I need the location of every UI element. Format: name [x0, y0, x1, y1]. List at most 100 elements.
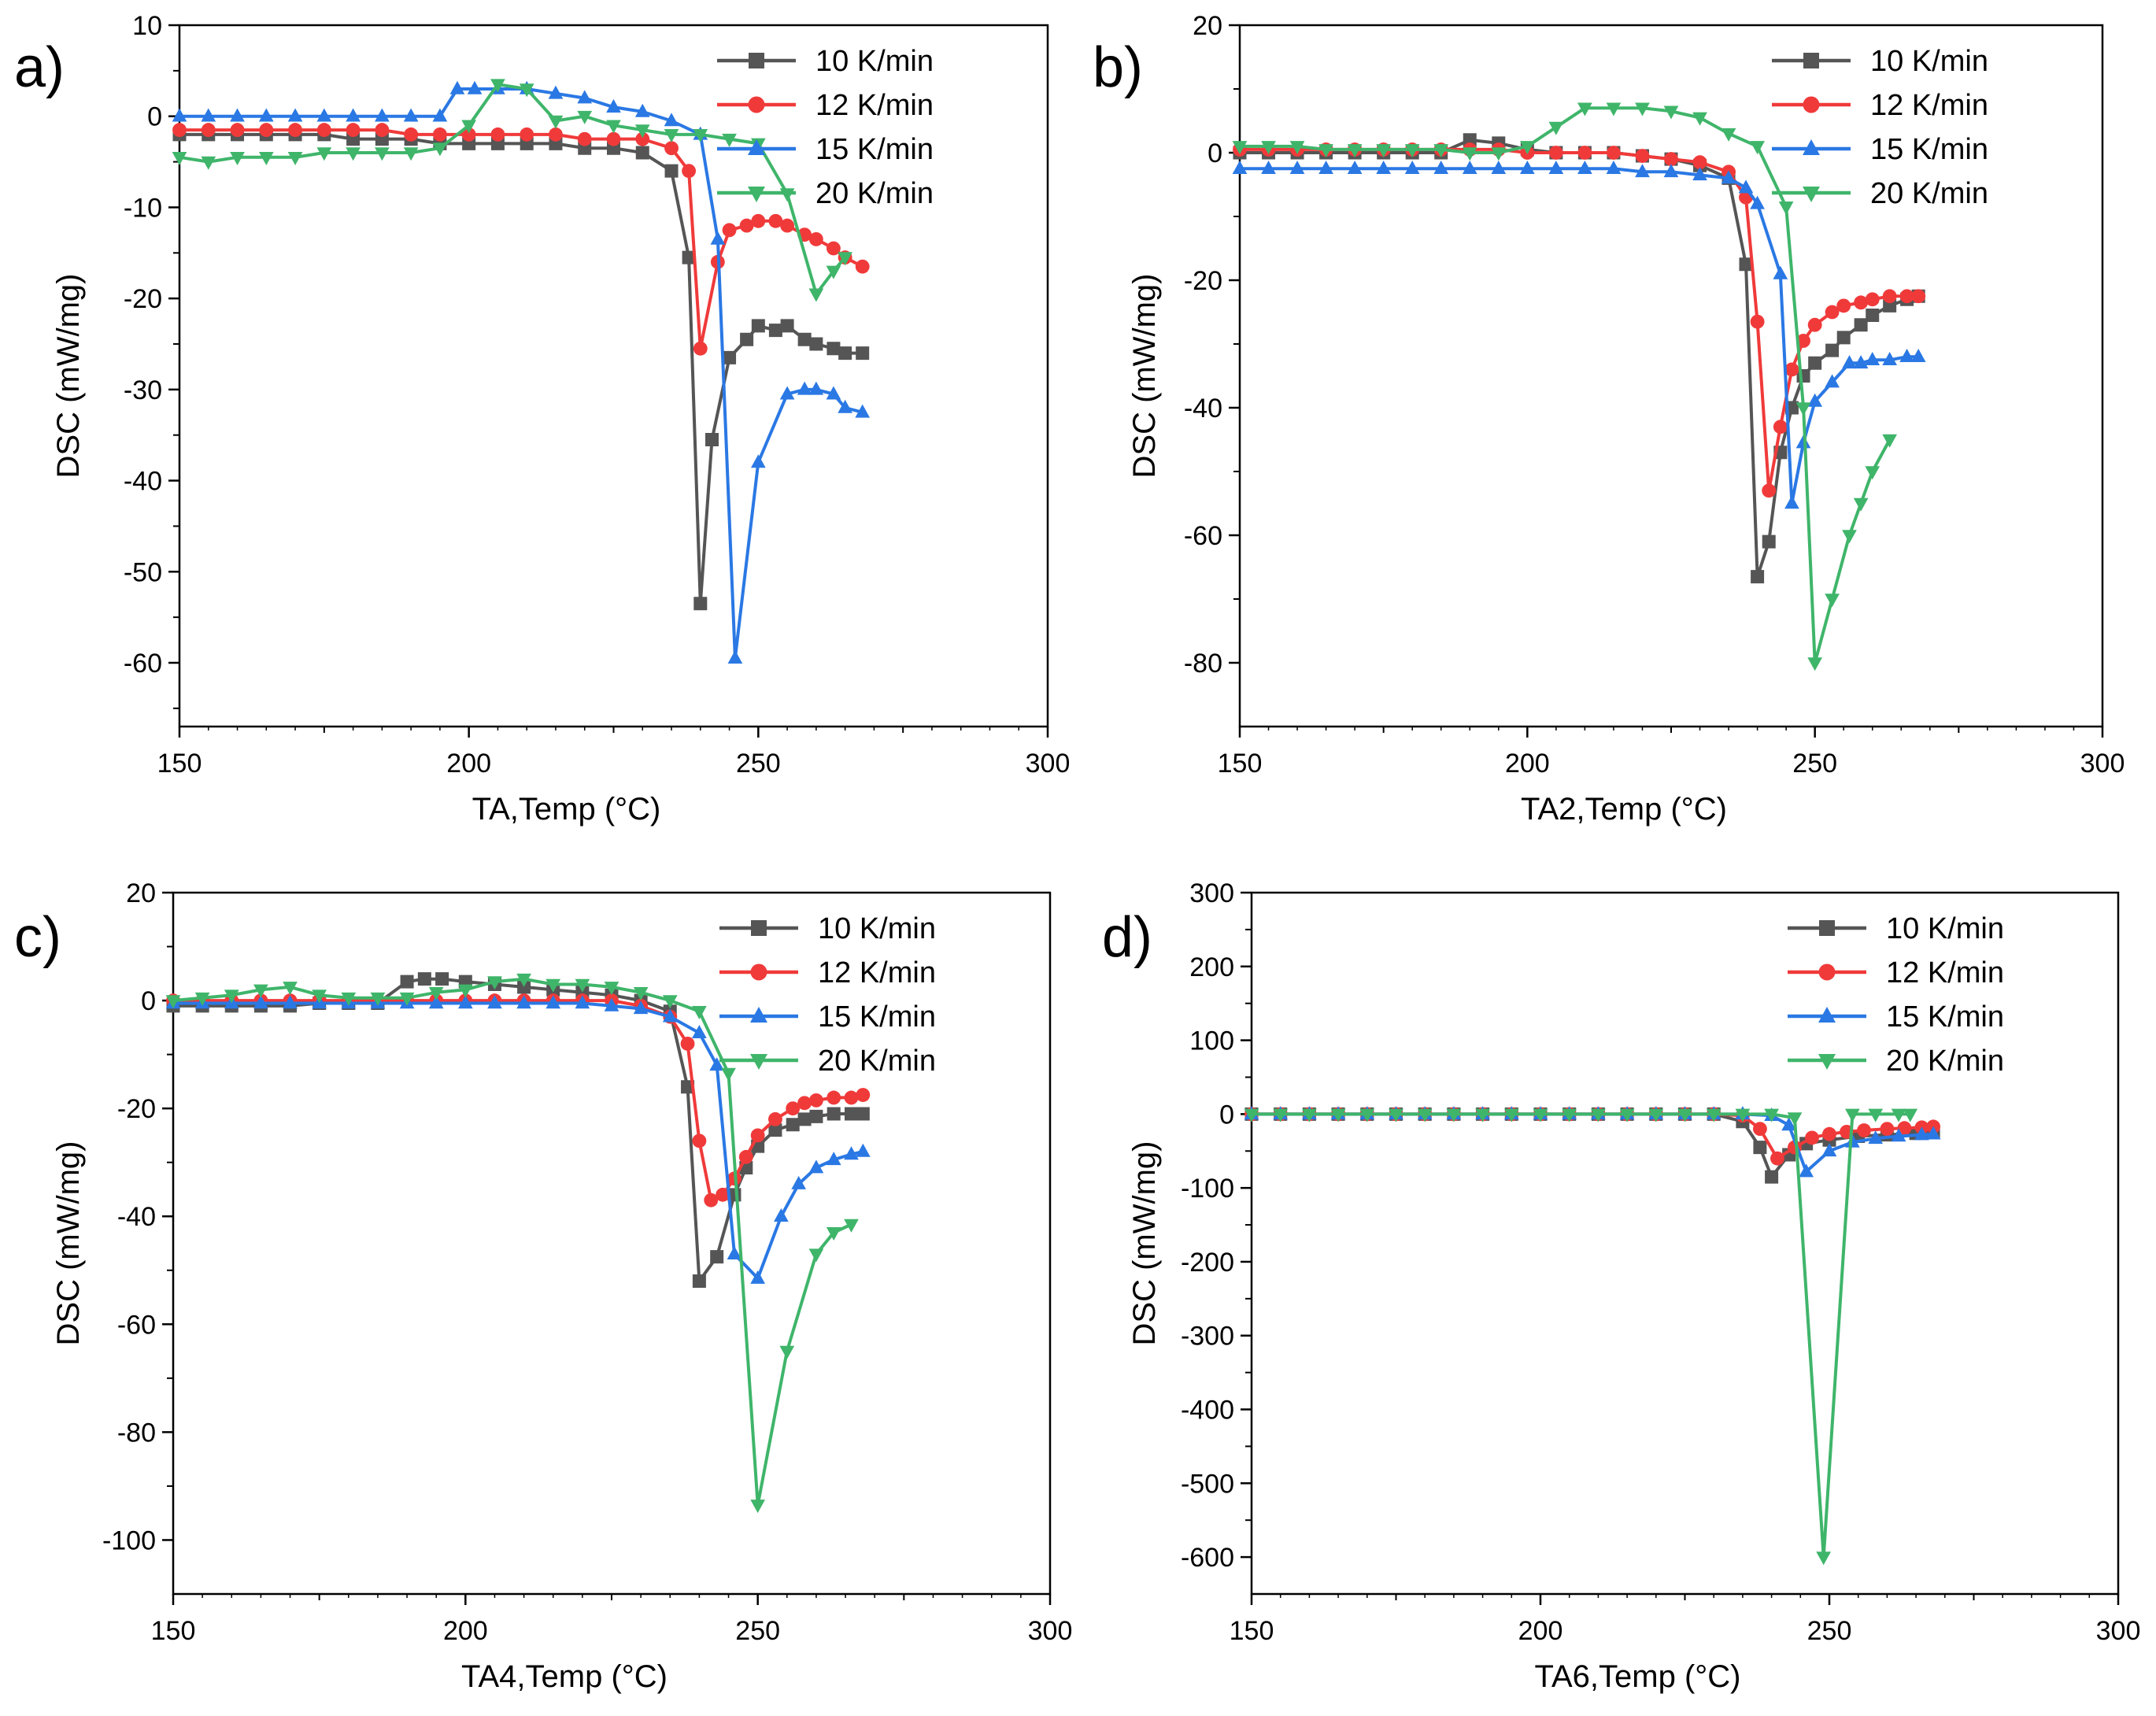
data-point	[428, 995, 444, 1009]
y-tick-label: -50	[124, 557, 162, 587]
data-point	[1347, 144, 1363, 158]
data-point	[808, 288, 824, 302]
data-point	[1866, 309, 1880, 323]
y-tick-label: 20	[126, 878, 156, 908]
y-tick-label: -20	[1184, 266, 1222, 296]
data-point	[844, 1107, 858, 1121]
data-point	[1491, 147, 1507, 161]
data-point	[403, 108, 419, 122]
x-axis-label: TA2,Temp (°C)	[1521, 792, 1727, 827]
x-tick-label: 250	[1792, 749, 1837, 778]
data-point	[1911, 289, 1926, 304]
data-point	[1607, 146, 1621, 160]
y-tick-label: 0	[1219, 1100, 1234, 1130]
data-point	[230, 108, 245, 122]
data-point	[1417, 1108, 1433, 1122]
data-point	[1821, 1143, 1837, 1157]
data-point	[316, 147, 332, 161]
data-point	[312, 989, 327, 1004]
x-tick-label: 150	[151, 1616, 196, 1646]
data-point	[1706, 1108, 1721, 1122]
data-point	[287, 108, 303, 122]
legend-label: 12 K/min	[818, 956, 936, 989]
data-point	[856, 1088, 871, 1102]
data-point	[165, 995, 181, 1009]
data-point	[751, 319, 765, 333]
data-point	[709, 1057, 725, 1071]
x-tick-label: 250	[735, 1616, 780, 1646]
data-point	[457, 995, 473, 1009]
data-point	[1807, 317, 1822, 332]
data-point	[316, 108, 332, 122]
data-point	[750, 1500, 766, 1514]
data-point	[768, 1111, 782, 1126]
data-point	[710, 1250, 724, 1264]
data-point	[1825, 594, 1840, 608]
x-tick-label: 200	[1518, 1616, 1563, 1646]
data-point	[797, 1096, 812, 1111]
y-tick-label: -20	[124, 284, 162, 314]
legend: 10 K/min 12 K/min 15 K/min 20 K/min	[717, 45, 934, 210]
data-point	[1347, 161, 1363, 175]
legend-label: 15 K/min	[1870, 133, 1988, 166]
data-point	[1273, 1108, 1289, 1122]
data-point	[403, 147, 419, 161]
data-point	[172, 108, 187, 122]
data-point	[1533, 1108, 1548, 1122]
data-point	[1868, 1130, 1884, 1145]
data-point	[1805, 1130, 1819, 1145]
data-point	[1577, 102, 1592, 116]
data-point	[1519, 141, 1535, 155]
data-point	[740, 332, 754, 346]
data-point	[827, 1107, 841, 1121]
data-point	[230, 123, 245, 137]
x-tick-label: 200	[443, 1616, 488, 1646]
data-point	[490, 127, 505, 142]
data-point	[1773, 265, 1788, 279]
data-point	[808, 381, 824, 395]
series-line-12kmin	[179, 128, 864, 350]
legend-label: 15 K/min	[1886, 1000, 2004, 1034]
legend-marker	[1803, 53, 1819, 68]
data-point	[449, 80, 465, 94]
data-point	[1765, 1170, 1779, 1184]
data-point	[808, 1248, 824, 1263]
data-point	[548, 115, 564, 129]
y-tick-label: -60	[124, 649, 162, 679]
y-tick-label: -40	[124, 467, 162, 497]
data-point	[1232, 161, 1248, 175]
y-tick-label: -200	[1181, 1248, 1234, 1278]
data-point	[1899, 289, 1914, 304]
data-point	[1463, 133, 1477, 147]
data-point	[346, 108, 361, 122]
data-point	[1816, 1551, 1832, 1566]
data-point	[604, 982, 619, 996]
data-point	[375, 147, 390, 161]
data-point	[201, 123, 216, 137]
data-point	[1897, 1121, 1912, 1136]
data-point	[1853, 497, 1869, 512]
data-point	[1591, 1108, 1606, 1122]
data-point	[1289, 141, 1305, 155]
data-point	[808, 232, 823, 246]
series-group	[165, 972, 871, 1514]
data-point	[1914, 1126, 1929, 1141]
data-point	[693, 341, 708, 356]
y-tick-label: -40	[117, 1202, 156, 1232]
plot-frame	[1250, 891, 2120, 1596]
data-point	[1519, 161, 1535, 175]
data-point	[1635, 102, 1650, 116]
data-point	[1721, 170, 1736, 184]
data-point	[1882, 434, 1898, 448]
legend-label: 12 K/min	[815, 89, 934, 122]
legend-label: 15 K/min	[818, 1000, 936, 1034]
data-point	[1389, 1108, 1403, 1122]
data-point	[548, 85, 564, 99]
legend: 10 K/min 12 K/min 15 K/min 20 K/min	[1772, 45, 1988, 210]
data-point	[1854, 295, 1869, 310]
data-point	[517, 980, 531, 994]
data-point	[635, 131, 650, 146]
data-point	[751, 213, 766, 228]
data-point	[1692, 167, 1707, 181]
